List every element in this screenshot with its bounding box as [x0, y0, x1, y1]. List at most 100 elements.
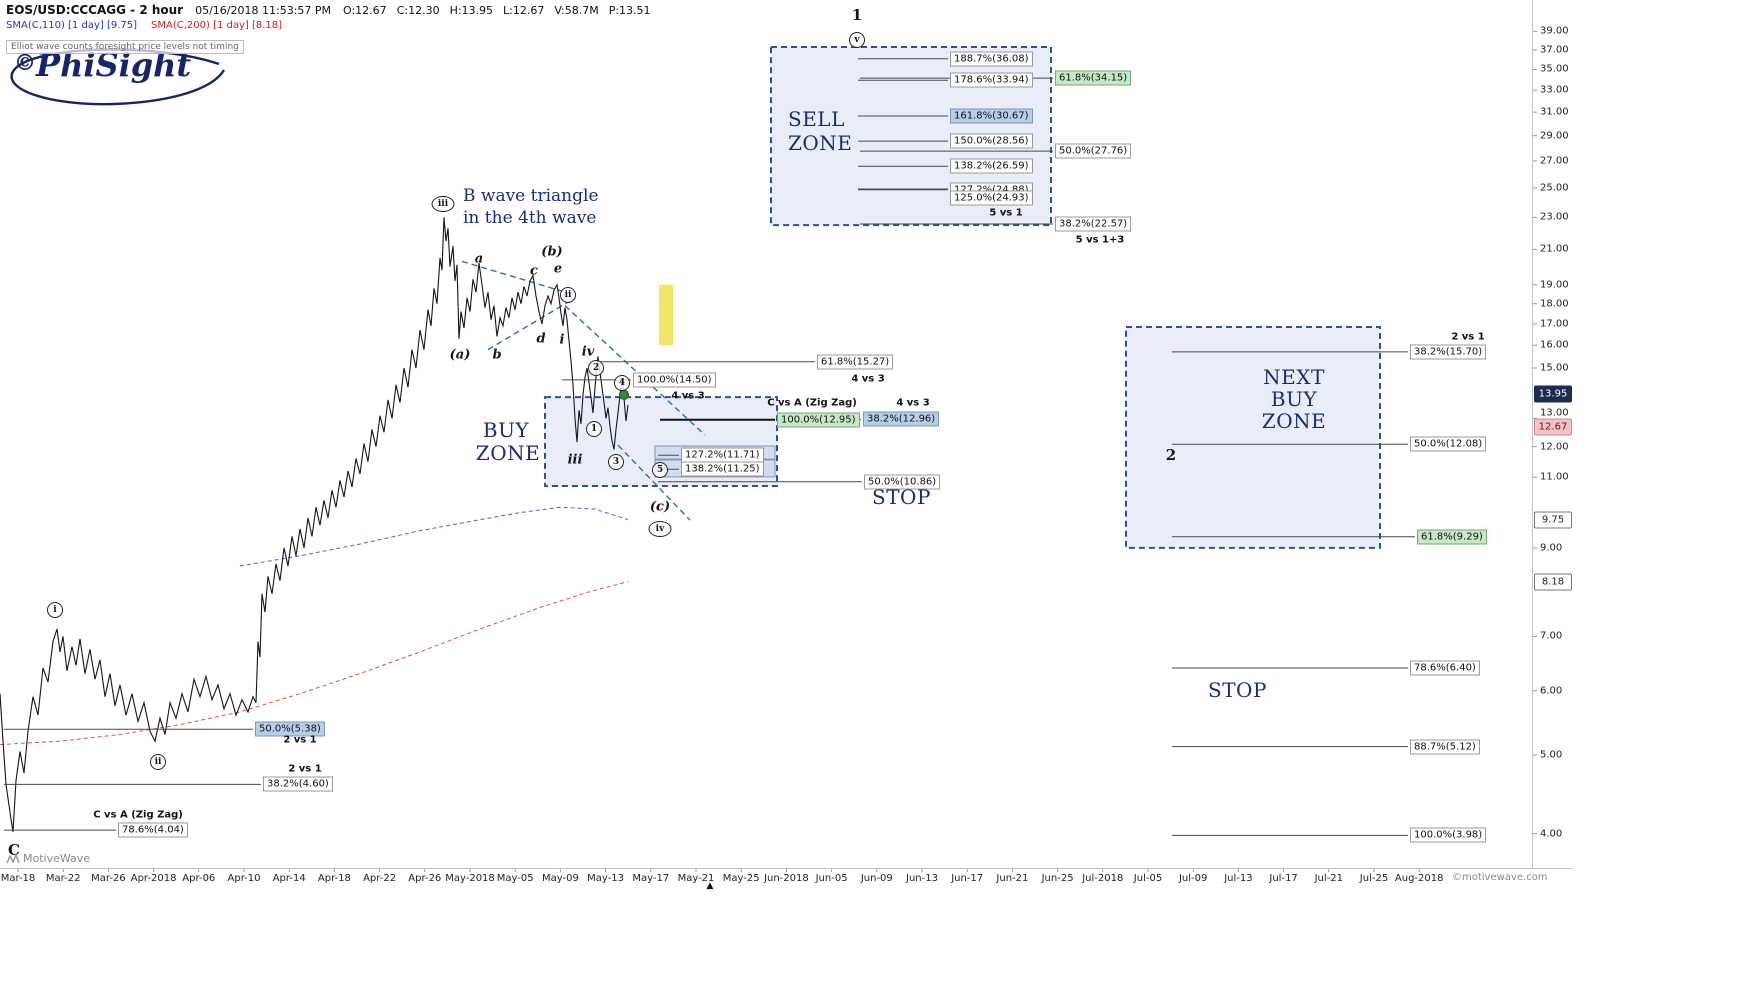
time-axis-label: Jul-2018: [1082, 873, 1124, 884]
wave-label-c[interactable]: c: [530, 263, 538, 279]
wave-label-1[interactable]: 1: [851, 6, 863, 24]
trendline[interactable]: [487, 299, 573, 351]
fib-label[interactable]: 138.2%(11.25): [681, 461, 764, 477]
wave-label-2[interactable]: 2: [588, 360, 604, 376]
fib-set-label[interactable]: 2 vs 1: [1451, 331, 1485, 343]
sma200-line: [0, 581, 629, 746]
fib-label[interactable]: 61.8%(9.29): [1417, 529, 1487, 545]
motivewave-icon: [6, 852, 20, 864]
zone-title[interactable]: ZONE: [475, 441, 541, 465]
wave-label-iv[interactable]: iv: [581, 344, 595, 360]
fib-label[interactable]: 188.7%(36.08): [950, 51, 1033, 67]
fib-label[interactable]: 125.0%(24.93): [950, 190, 1033, 206]
price-axis-label: 13.00: [1540, 407, 1569, 419]
price-axis-label: 4.00: [1540, 828, 1563, 840]
yellow-highlight[interactable]: [659, 284, 673, 346]
fib-label[interactable]: 78.6%(4.04): [118, 822, 188, 838]
wave-label-a[interactable]: (a): [449, 347, 471, 363]
fib-label[interactable]: 38.2%(4.60): [263, 776, 333, 792]
price-axis-label: 39.00: [1540, 25, 1569, 37]
note-text[interactable]: in the 4th wave: [463, 208, 597, 228]
fib-label[interactable]: 88.7%(5.12): [1410, 739, 1480, 755]
trendline[interactable]: [461, 260, 573, 295]
price-axis-border: [1532, 0, 1533, 868]
fib-label[interactable]: 100.0%(12.95): [777, 412, 860, 428]
wave-label-d[interactable]: d: [536, 331, 546, 347]
time-axis-label: May-17: [632, 873, 670, 884]
sma200-legend[interactable]: SMA(C,200) [1 day] [8.18]: [151, 20, 283, 31]
ohlc-field-L: L:12.67: [503, 4, 545, 17]
note-text[interactable]: B wave triangle: [463, 186, 599, 206]
zone-title[interactable]: BUY: [1270, 387, 1318, 411]
zone-title[interactable]: BUY: [482, 418, 530, 442]
next-buy-zone[interactable]: [1125, 326, 1381, 549]
zone-title[interactable]: SELL: [788, 107, 845, 131]
trendline[interactable]: [564, 305, 706, 436]
time-axis-label: Apr-26: [408, 873, 442, 884]
fib-set-label[interactable]: C vs A (Zig Zag): [767, 397, 857, 409]
zone-title[interactable]: STOP: [1208, 678, 1267, 702]
time-axis-label: Jul-13: [1224, 873, 1253, 884]
fib-label[interactable]: 61.8%(34.15): [1055, 70, 1132, 86]
fib-label[interactable]: 127.2%(11.71): [681, 447, 764, 463]
fib-label[interactable]: 38.2%(12.96): [863, 411, 940, 427]
price-axis-label: 7.00: [1540, 630, 1563, 642]
zone-title[interactable]: ZONE: [1261, 409, 1327, 433]
fib-label[interactable]: 78.6%(6.40): [1410, 660, 1480, 676]
fib-set-label[interactable]: 2 vs 1: [288, 763, 322, 775]
wave-label-b[interactable]: b: [492, 347, 502, 363]
wave-label-iv[interactable]: iv: [648, 521, 672, 537]
fib-label[interactable]: 38.2%(22.57): [1055, 216, 1132, 232]
fib-label[interactable]: 161.8%(30.67): [950, 108, 1033, 124]
wave-label-e[interactable]: e: [553, 261, 563, 277]
wave-label-1[interactable]: 1: [586, 421, 602, 437]
fib-label[interactable]: 38.2%(15.70): [1410, 344, 1487, 360]
trendline[interactable]: [617, 444, 691, 521]
price-marker-12.67: 12.67: [1534, 418, 1572, 436]
zone-title[interactable]: STOP: [872, 485, 931, 509]
fib-label[interactable]: 100.0%(3.98): [1410, 827, 1487, 843]
zone-title[interactable]: NEXT: [1263, 365, 1325, 389]
wave-label-b[interactable]: (b): [541, 244, 563, 260]
fib-set-label[interactable]: 4 vs 3: [671, 390, 705, 402]
bar-datetime: 05/16/2018 11:53:57 PM: [195, 4, 332, 17]
fib-set-label[interactable]: 5 vs 1: [989, 207, 1023, 219]
fib-set-label[interactable]: 4 vs 3: [851, 373, 885, 385]
fib-label[interactable]: 178.6%(33.94): [950, 72, 1033, 88]
wave-label-v[interactable]: v: [849, 32, 865, 48]
wave-label-4[interactable]: 4: [614, 375, 630, 391]
wave-label-i[interactable]: i: [559, 332, 565, 348]
axis-arrow-marker[interactable]: ▲: [706, 881, 714, 891]
symbol-title[interactable]: EOS/USD:CCCAGG - 2 hour: [6, 3, 184, 17]
fib-set-label[interactable]: 2 vs 1: [283, 734, 317, 746]
zone-title[interactable]: ZONE: [788, 131, 853, 155]
wave-label-3[interactable]: 3: [608, 454, 624, 470]
fib-label[interactable]: 138.2%(26.59): [950, 158, 1033, 174]
wave-label-C[interactable]: C: [8, 841, 20, 859]
wave-label-iii[interactable]: iii: [431, 196, 455, 212]
fib-set-label[interactable]: 4 vs 3: [896, 397, 930, 409]
fib-label[interactable]: 50.0%(10.86): [864, 474, 941, 490]
fib-label[interactable]: 50.0%(12.08): [1410, 436, 1487, 452]
fib-set-label[interactable]: 5 vs 1+3: [1075, 234, 1125, 246]
fib-label[interactable]: 50.0%(27.76): [1055, 143, 1132, 159]
wave-label-c[interactable]: (c): [649, 499, 671, 515]
wave-label-5[interactable]: 5: [652, 462, 668, 478]
motivewave-watermark-text: MotiveWave: [23, 852, 91, 865]
wave-label-2[interactable]: 2: [1165, 446, 1177, 464]
wave-label-ii[interactable]: ii: [560, 287, 576, 303]
wave-label-a[interactable]: a: [474, 251, 484, 267]
fib-set-label[interactable]: C vs A (Zig Zag): [93, 809, 183, 821]
time-axis-label: Jun-09: [860, 873, 893, 884]
fib-label[interactable]: 100.0%(14.50): [633, 372, 716, 388]
fib-label[interactable]: 150.0%(28.56): [950, 133, 1033, 149]
wave-label-i[interactable]: i: [47, 602, 63, 618]
fib-label[interactable]: 61.8%(15.27): [817, 354, 894, 370]
wave-label-ii[interactable]: ii: [150, 754, 166, 770]
sma110-legend[interactable]: SMA(C,110) [1 day] [9.75]: [6, 20, 138, 31]
phisight-logo: © PhiSight: [4, 44, 244, 114]
fib-label[interactable]: 50.0%(5.38): [255, 721, 325, 737]
wave-label-iii[interactable]: iii: [567, 452, 583, 468]
